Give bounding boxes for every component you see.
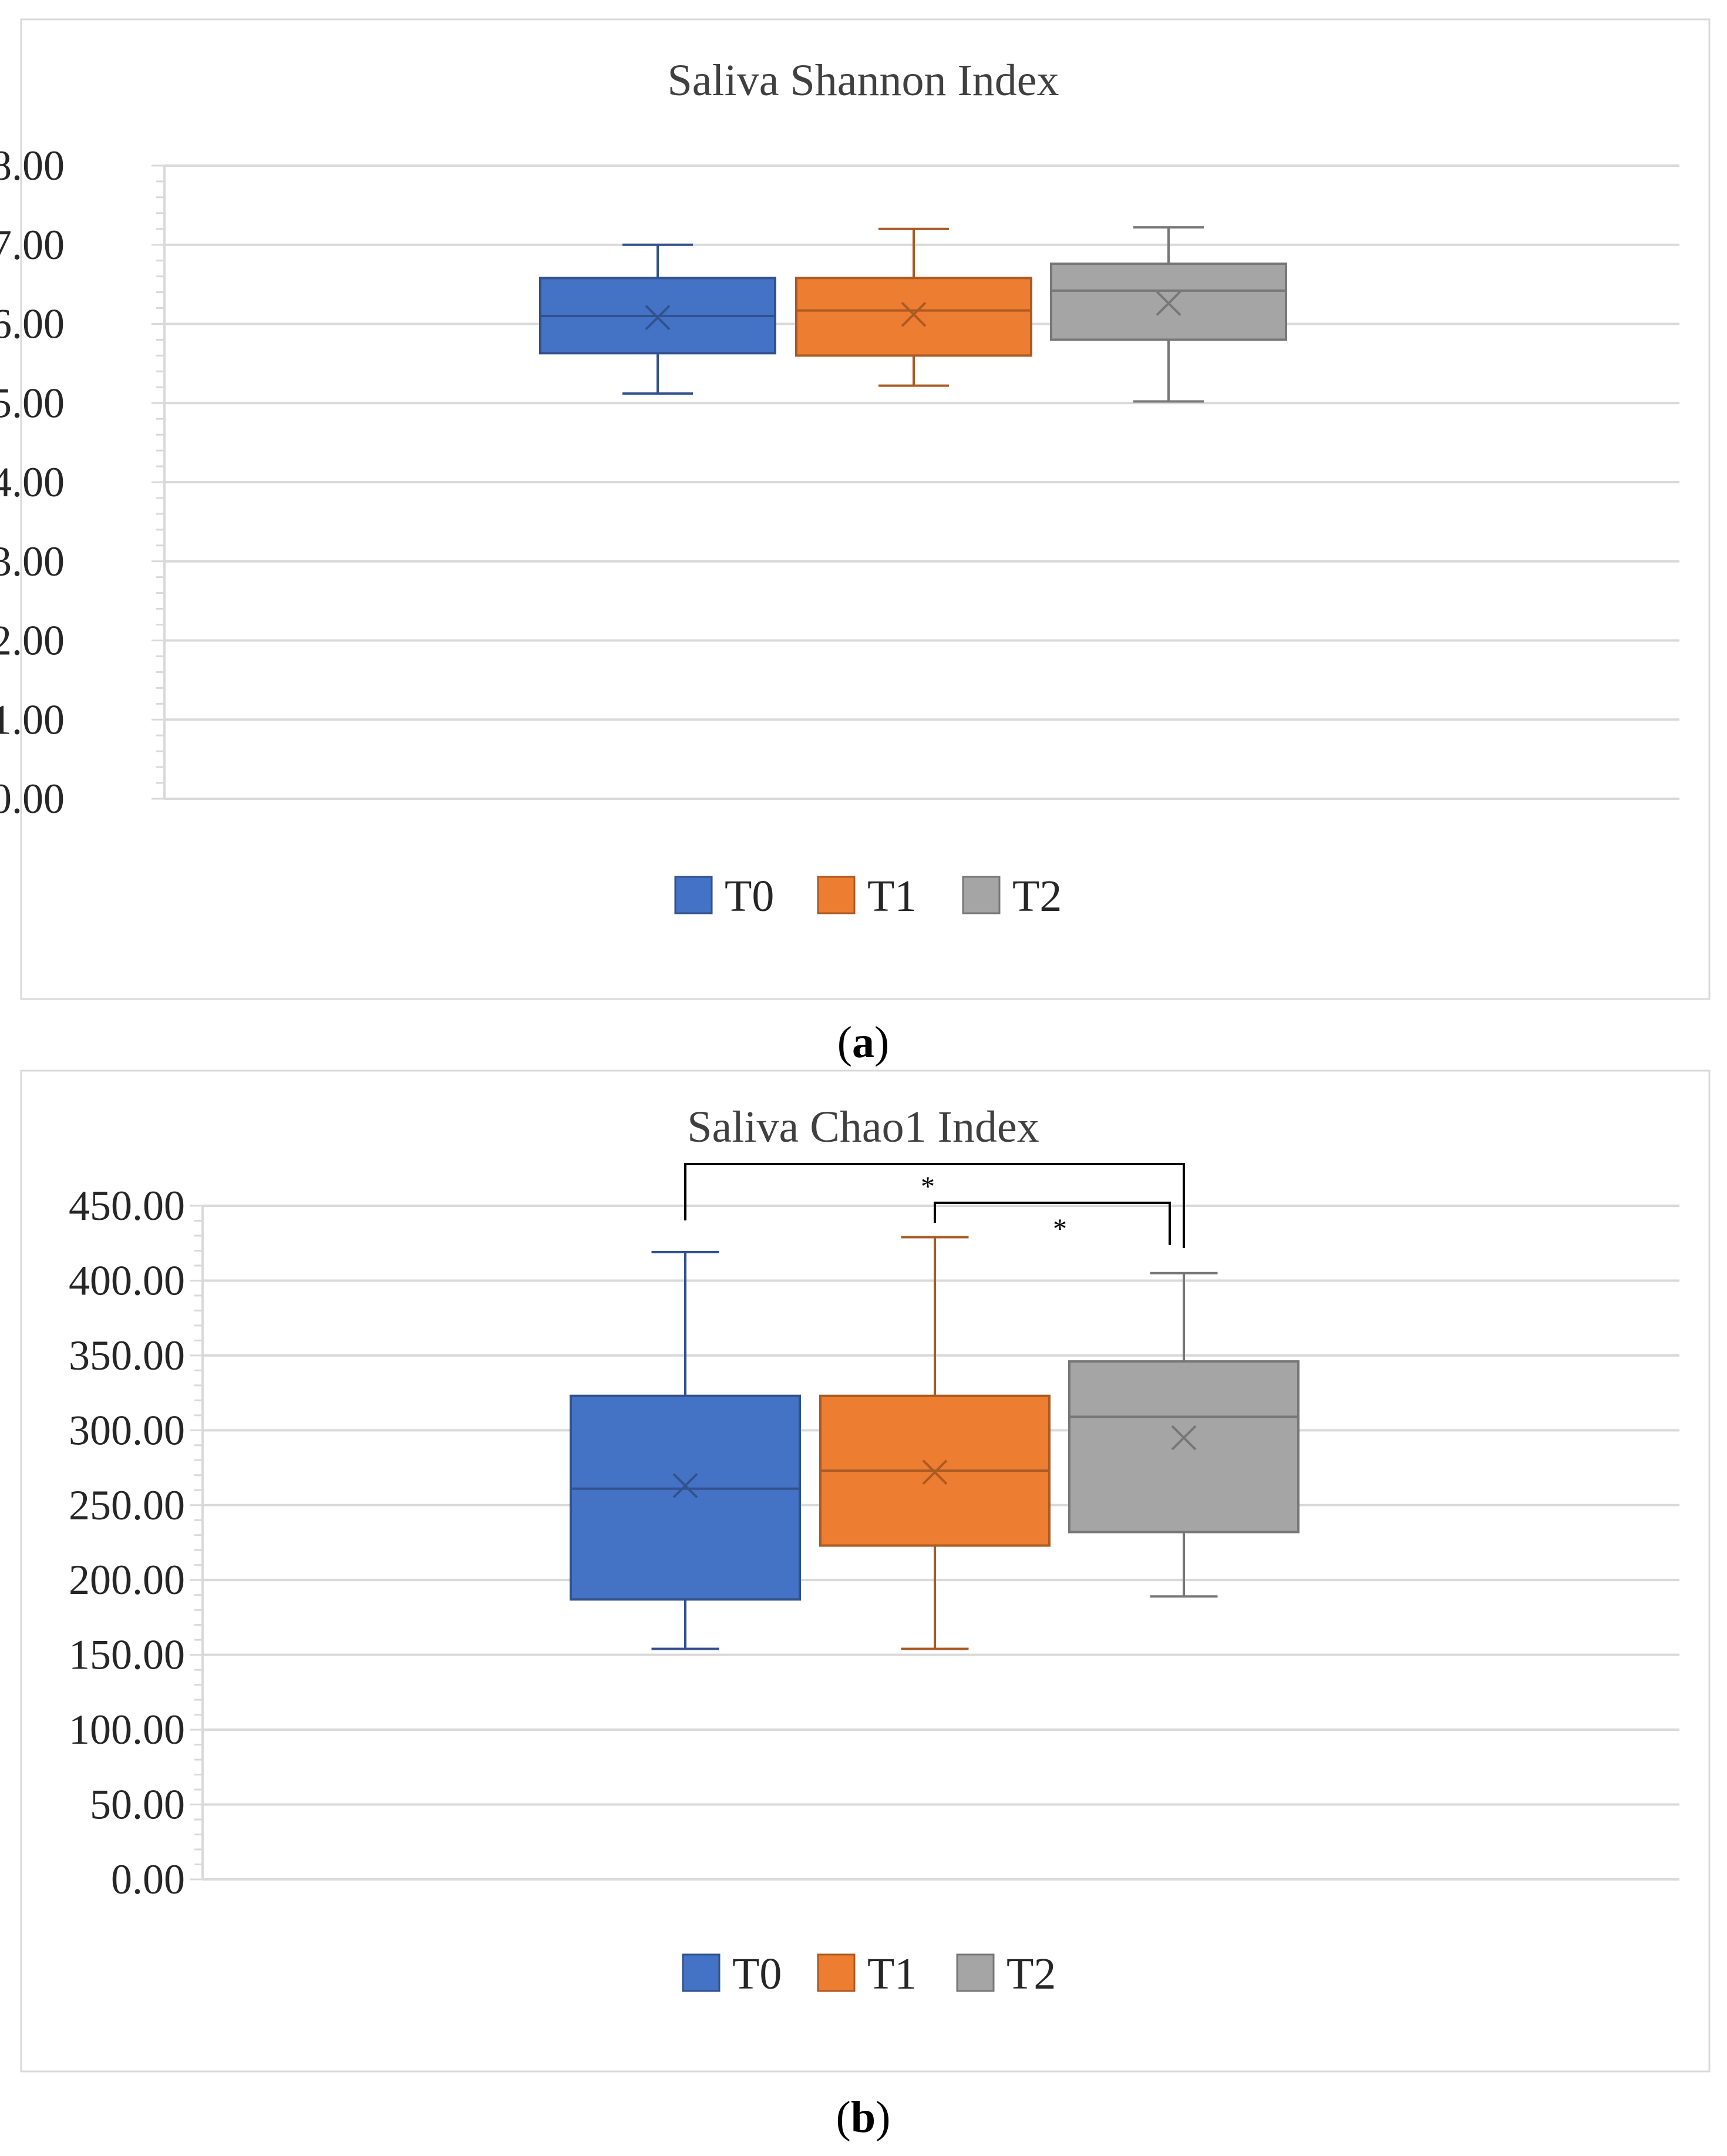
chao1-t2-mean-stroke bbox=[1171, 1425, 1197, 1451]
chao1-ytick-label: 50.00 bbox=[90, 1781, 185, 1828]
shannon-ytick-label: 8.00 bbox=[0, 142, 65, 189]
chao1-t1-mean-stroke bbox=[922, 1459, 948, 1485]
chao1-legend: T0 T1 T2 bbox=[682, 1949, 1056, 1999]
shannon-ytick-label: 0.00 bbox=[0, 775, 65, 822]
shannon-ytick-label: 1.00 bbox=[0, 696, 65, 743]
shannon-ytick-label: 5.00 bbox=[0, 379, 65, 426]
chao1-significance-bracket bbox=[934, 1202, 1171, 1245]
shannon-legend: T0 T1 T2 bbox=[674, 872, 1062, 921]
chao1-t2-mean-marker bbox=[1171, 1425, 1197, 1451]
shannon-chart-title: Saliva Shannon Index bbox=[667, 56, 1059, 105]
chao1-legend-t2-label: T2 bbox=[1006, 1949, 1056, 1999]
shannon-legend-t1-label: T1 bbox=[867, 872, 917, 921]
chao1-ytick-label: 400.00 bbox=[69, 1257, 185, 1304]
shannon-t1-mean-stroke bbox=[901, 301, 927, 327]
shannon-legend-t0-swatch bbox=[674, 876, 713, 914]
shannon-legend-t2-swatch bbox=[962, 876, 1001, 914]
shannon-ytick-label: 4.00 bbox=[0, 459, 65, 506]
chao1-chart-title: Saliva Chao1 Index bbox=[687, 1102, 1039, 1152]
chao1-figure-caption: (b) bbox=[836, 2093, 891, 2142]
shannon-chart-panel: Saliva Shannon Index 0.00 1.00 2.00 3.00 4.0… bbox=[0, 18, 1711, 1000]
shannon-chart-frame bbox=[20, 18, 1711, 1000]
chao1-significance-bracket bbox=[684, 1163, 1185, 1248]
chao1-ytick-label: 450.00 bbox=[69, 1182, 185, 1229]
chao1-ytick-label: 200.00 bbox=[69, 1556, 185, 1603]
chao1-plot-area: 0.00 50.00 100.00 150.00 200.00 250.00 300.00 3… bbox=[69, 1163, 1679, 1903]
chao1-ytick-label: 350.00 bbox=[69, 1332, 185, 1379]
chao1-significance-star: * bbox=[1053, 1213, 1067, 1245]
chao1-chart-panel: Saliva Chao1 Index 0.00 50.00 100.00 150.00… bbox=[20, 1069, 1711, 2073]
shannon-ytick-label: 3.00 bbox=[0, 538, 65, 585]
chao1-ytick-label: 150.00 bbox=[69, 1632, 185, 1679]
shannon-ytick-label: 2.00 bbox=[0, 617, 65, 664]
chao1-ytick-label: 0.00 bbox=[111, 1856, 185, 1903]
shannon-t2-mean-stroke bbox=[1156, 291, 1181, 316]
shannon-t0-mean-stroke bbox=[645, 305, 671, 331]
chao1-significance-star: * bbox=[921, 1171, 935, 1202]
chao1-legend-t1-label: T1 bbox=[867, 1949, 917, 1999]
chao1-ytick-label: 100.00 bbox=[69, 1706, 185, 1753]
shannon-t1-box bbox=[795, 277, 1032, 357]
shannon-ytick-label: 7.00 bbox=[0, 221, 65, 268]
shannon-caption-letter: a bbox=[852, 1018, 874, 1067]
shannon-ytick-label: 6.00 bbox=[0, 301, 65, 348]
chao1-ytick-label: 250.00 bbox=[69, 1482, 185, 1529]
shannon-t0-mean-marker bbox=[645, 305, 671, 331]
shannon-t1-mean-marker bbox=[901, 301, 927, 327]
chao1-ytick-label: 300.00 bbox=[69, 1407, 185, 1454]
chao1-t1-mean-marker bbox=[922, 1459, 948, 1485]
shannon-t2-mean-marker bbox=[1156, 291, 1181, 316]
shannon-legend-t1-swatch bbox=[817, 876, 856, 914]
chao1-t0-box bbox=[570, 1394, 801, 1601]
chao1-legend-t0-label: T0 bbox=[732, 1949, 782, 1999]
shannon-figure-caption: (a) bbox=[837, 1018, 890, 1067]
chao1-t2-box bbox=[1068, 1360, 1300, 1533]
chao1-caption-letter: b bbox=[851, 2093, 876, 2142]
shannon-legend-t0-label: T0 bbox=[725, 872, 774, 921]
chao1-t0-mean-marker bbox=[672, 1473, 698, 1499]
chao1-t0-mean-stroke bbox=[672, 1473, 698, 1499]
shannon-plot-area: 0.00 1.00 2.00 3.00 4.00 5.00 6.00 7.00 8.00 bbox=[0, 142, 1679, 822]
chao1-legend-t0-swatch bbox=[682, 1953, 721, 1992]
chao1-legend-t1-swatch bbox=[817, 1953, 856, 1992]
chao1-legend-t2-swatch bbox=[956, 1953, 995, 1992]
shannon-legend-t2-label: T2 bbox=[1012, 872, 1062, 921]
chao1-chart-frame bbox=[20, 1069, 1711, 2073]
